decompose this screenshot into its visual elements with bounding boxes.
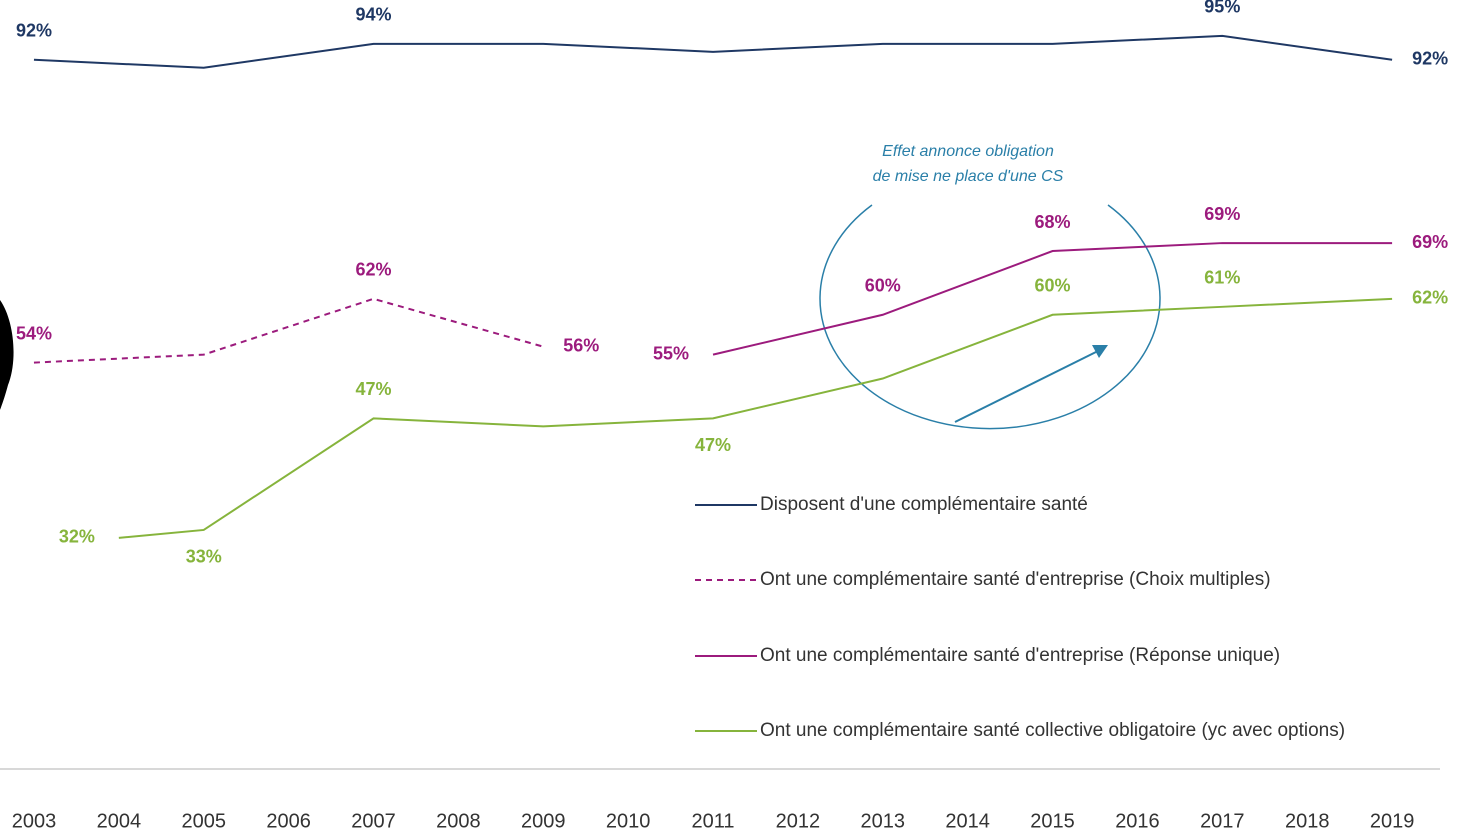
value-label: 61% (1204, 268, 1240, 288)
legend-label: Ont une complémentaire santé d'entrepris… (760, 569, 1271, 590)
x-tick-label: 2014 (945, 810, 990, 832)
x-tick-label: 2003 (12, 810, 57, 832)
value-label: 62% (1412, 288, 1448, 308)
value-label: 60% (865, 276, 901, 296)
value-label: 94% (355, 5, 391, 25)
annotation-arrow (954, 349, 1101, 423)
value-label: 69% (1412, 232, 1448, 252)
series-line (712, 242, 1393, 356)
x-tick-label: 2018 (1285, 810, 1330, 832)
value-label: 54% (16, 323, 52, 343)
legend-label: Ont une complémentaire santé collective … (760, 720, 1346, 741)
value-label: 55% (653, 343, 689, 363)
x-tick-label: 2005 (181, 810, 226, 832)
value-label: 95% (1204, 0, 1240, 17)
decoration (0, 300, 14, 410)
value-label: 60% (1035, 276, 1071, 296)
x-tick-label: 2012 (776, 810, 821, 832)
x-tick-label: 2011 (692, 810, 735, 832)
legend-label: Ont une complémentaire santé d'entrepris… (760, 645, 1281, 666)
annotation: de mise ne place d'une CS (873, 168, 1064, 185)
value-label: 33% (186, 547, 222, 567)
series-line (118, 297, 1393, 539)
value-label: 92% (1412, 49, 1448, 69)
x-tick-label: 2007 (351, 810, 396, 832)
x-tick-label: 2008 (436, 810, 481, 832)
x-tick-label: 2016 (1115, 810, 1160, 832)
x-tick-label: 2010 (606, 810, 651, 832)
annotation: Effet annonce obligation (882, 143, 1054, 160)
value-label: 47% (355, 379, 391, 399)
value-label: 62% (355, 260, 391, 280)
arrow-head (1092, 345, 1108, 358)
annotation-ellipse (819, 204, 1161, 430)
x-tick-label: 2004 (97, 810, 142, 832)
value-label: 68% (1035, 212, 1071, 232)
x-tick-label: 2019 (1370, 810, 1415, 832)
x-tick-label: 2017 (1200, 810, 1245, 832)
x-tick-label: 2015 (1030, 810, 1075, 832)
value-label: 47% (695, 435, 731, 455)
legend-label: Disposent d'une complémentaire santé (760, 494, 1088, 515)
value-label: 56% (563, 335, 599, 355)
series-line (33, 34, 1393, 69)
x-tick-label: 2009 (521, 810, 566, 832)
x-tick-label: 2013 (861, 810, 906, 832)
value-label: 69% (1204, 204, 1240, 224)
series-line (33, 297, 544, 364)
x-tick-label: 2006 (266, 810, 311, 832)
value-label: 92% (16, 21, 52, 41)
value-label: 32% (59, 527, 95, 547)
